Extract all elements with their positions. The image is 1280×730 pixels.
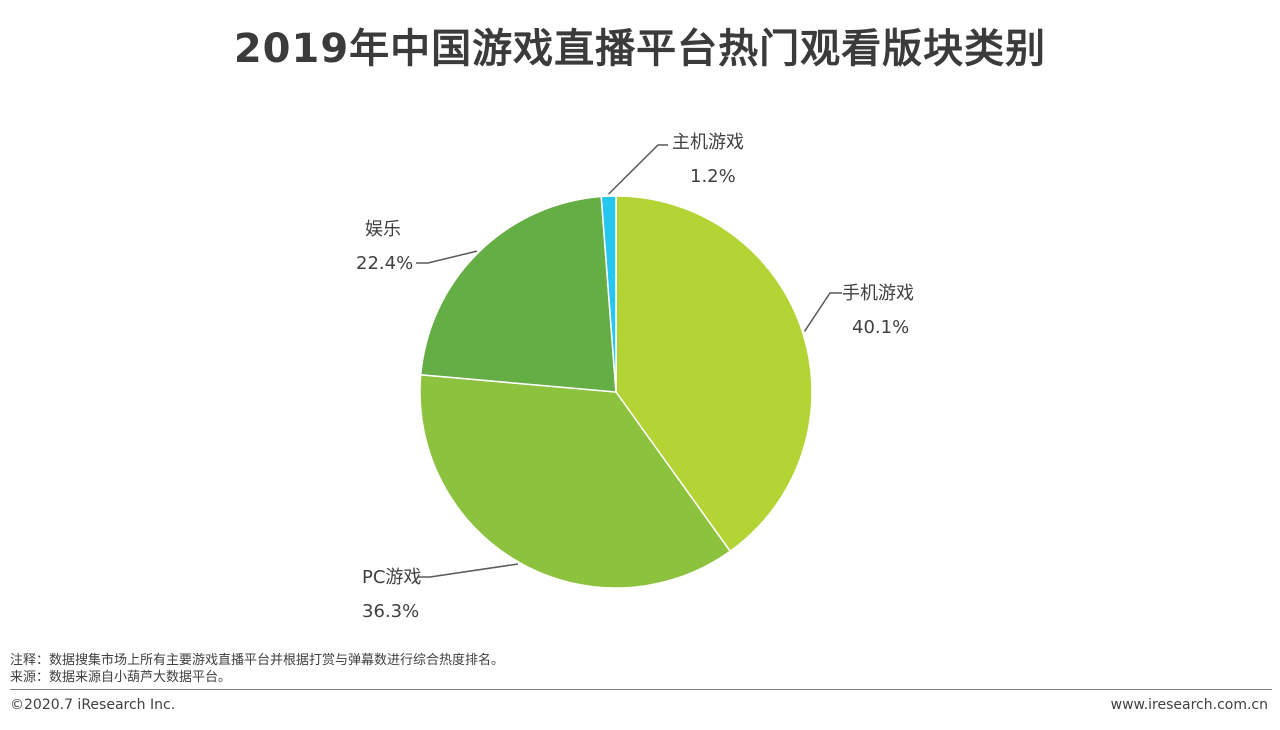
chart-title: 2019年中国游戏直播平台热门观看版块类别 <box>233 26 1047 72</box>
pie-slice-2 <box>419 195 617 393</box>
leader-lines <box>416 144 842 578</box>
pie-slice-3 <box>600 195 617 393</box>
slice-value-0: 40.1% <box>852 317 909 338</box>
leader-line-3 <box>608 144 668 195</box>
pie-slices <box>419 195 813 589</box>
leader-line-0 <box>803 292 842 332</box>
slice-label-2: 娱乐 <box>365 219 401 240</box>
slice-value-1: 36.3% <box>362 601 419 622</box>
pie-chart: 手机游戏 40.1% PC游戏 36.3% 娱乐 22.4% 主机游戏 1.2% <box>356 132 914 622</box>
slice-value-2: 22.4% <box>356 253 413 274</box>
leader-line-2 <box>416 250 478 264</box>
pie-slice-0 <box>615 195 813 553</box>
copyright: ©2020.7 iResearch Inc. <box>10 697 176 713</box>
leader-line-1 <box>418 563 519 578</box>
slice-label-3: 主机游戏 <box>672 132 744 153</box>
footnote-note: 注释：数据搜集市场上所有主要游戏直播平台并根据打赏与弹幕数进行综合热度排名。 <box>10 653 505 668</box>
footnote-source: 来源：数据来源自小葫芦大数据平台。 <box>10 670 232 685</box>
slice-value-3: 1.2% <box>690 166 736 187</box>
pie-slice-1 <box>419 373 732 589</box>
slice-labels: 手机游戏 40.1% PC游戏 36.3% 娱乐 22.4% 主机游戏 1.2% <box>356 132 914 622</box>
slice-label-0: 手机游戏 <box>842 283 914 304</box>
website-link[interactable]: www.iresearch.com.cn <box>1110 697 1268 713</box>
footnotes: 注释：数据搜集市场上所有主要游戏直播平台并根据打赏与弹幕数进行综合热度排名。 来… <box>10 652 504 686</box>
footer-divider <box>10 689 1272 690</box>
slice-label-1: PC游戏 <box>362 567 421 588</box>
